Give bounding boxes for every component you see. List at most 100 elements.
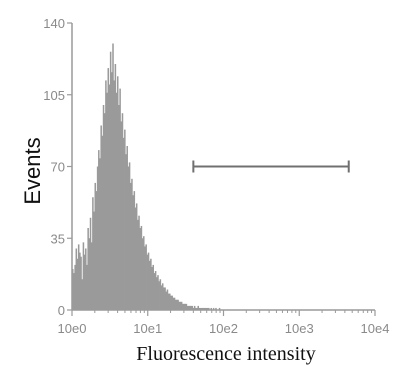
histogram-bar [148,260,151,310]
histogram-bar [94,182,97,310]
histogram-bar [138,215,140,310]
histogram-bar [86,264,88,310]
histogram-bar [185,303,188,310]
histogram-bar [122,137,125,310]
x-tick-label: 10e4 [361,321,390,336]
histogram-bar [147,252,150,310]
histogram-bar [89,217,92,310]
histogram-bar [98,150,100,310]
histogram-bar [193,305,196,310]
y-tick-label: 105 [43,88,65,103]
histogram-bar [172,297,175,310]
histogram-bar [170,295,172,310]
histogram-bar [83,254,86,310]
histogram-bar [111,72,113,310]
histogram-bar [90,242,93,310]
histogram-bar [177,299,179,310]
histogram-bar [132,195,134,310]
histogram-bar [208,307,210,310]
histogram-bar [79,252,81,310]
histogram-bar [126,146,128,310]
histogram-bar [171,295,173,310]
histogram-bar [113,80,115,311]
histogram-bar [131,178,133,310]
histogram-bar [93,211,95,310]
histogram-bar [159,279,162,310]
histogram-bar [156,277,158,310]
histogram-bar [82,242,85,310]
histogram-bar [106,92,108,310]
histogram-bar [176,299,178,310]
y-tick-label: 0 [58,303,65,318]
histogram-bar [146,254,149,310]
histogram-bar [137,219,139,310]
histogram-bar [203,307,205,310]
histogram-bar [130,182,132,310]
histogram-bar [121,113,124,310]
x-axis-title: Fluorescence intensity [136,343,315,365]
gate-marker [192,160,350,173]
histogram-bar [81,279,83,310]
histogram-bar [151,266,153,310]
histogram-bar [76,258,79,310]
histogram-bar [186,305,189,310]
histogram-bar [210,307,213,310]
histogram-bar [107,68,110,310]
histogram-bar [164,287,166,310]
histogram-bar [144,246,146,310]
histogram-bar [118,105,120,310]
histogram-bar [154,271,157,310]
x-tick-label: 10e2 [209,321,238,336]
histogram-bar [215,307,217,310]
histogram-bar [141,238,144,310]
histogram-bar [178,301,181,310]
histogram-bar [109,51,112,310]
histogram-bar [184,303,186,310]
chart-ticks: 0 35 70 105 140 10e0 10e1 10e2 10e3 10e4 [43,16,389,336]
histogram-bar [179,301,182,310]
histogram-bar [198,307,201,310]
histogram-bar [112,43,114,310]
histogram-bars [72,43,221,311]
histogram-bar [187,305,190,310]
histogram-bar [95,191,98,310]
histogram-bar [166,289,169,310]
histogram-bar [158,281,160,310]
histogram-bar [114,64,117,310]
y-axis-title: Events [20,137,45,204]
histogram-bar [174,299,177,310]
histogram-bar [190,305,192,310]
histogram-bar [127,166,130,310]
histogram-bar [101,135,104,310]
histogram-bar [87,228,89,310]
histogram-bar [77,244,80,310]
histogram-bar [195,307,197,310]
histogram-bar [128,162,131,310]
histogram-bar [85,248,87,310]
histogram-bar [218,307,221,310]
histogram-bar [124,129,126,310]
histogram-bar [75,248,78,310]
histogram-bar [163,287,165,310]
histogram-bar [145,244,147,310]
histogram-bar [103,113,106,310]
histogram-bar [201,307,203,310]
histogram-bar [99,158,101,310]
x-tick-label: 10e0 [58,321,87,336]
histogram-bar [165,291,168,310]
histogram-bar [204,307,207,310]
histogram-bar [183,303,185,310]
histogram-bar [152,264,155,310]
histogram-bar [212,307,215,310]
histogram-bar [125,154,127,310]
histogram-bar [120,121,123,311]
histogram-bar [191,305,194,310]
x-tick-label: 10e1 [133,321,162,336]
histogram-bar [134,207,137,310]
y-tick-label: 70 [51,160,65,175]
histogram-bar [196,307,198,310]
histogram-bar [105,80,107,311]
histogram-bar [173,297,176,310]
histogram-bar [135,203,138,310]
histogram-bar [133,191,136,310]
